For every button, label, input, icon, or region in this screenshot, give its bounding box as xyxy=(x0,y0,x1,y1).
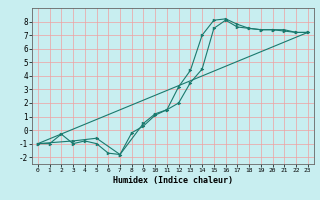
X-axis label: Humidex (Indice chaleur): Humidex (Indice chaleur) xyxy=(113,176,233,185)
